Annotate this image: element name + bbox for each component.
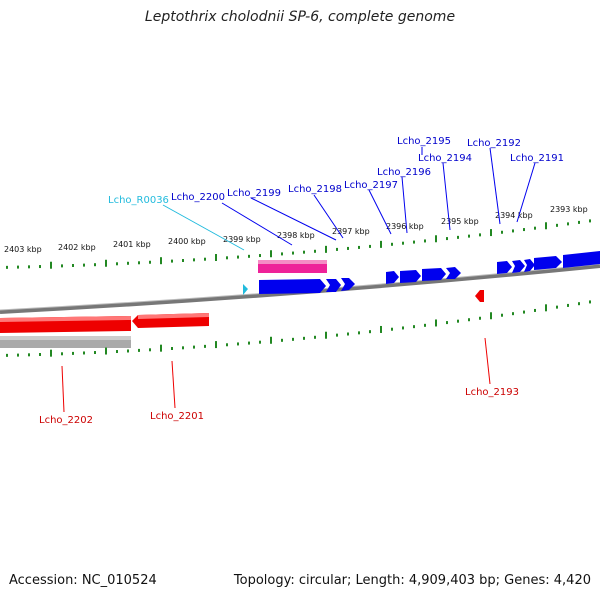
gene-arrow-forward: [422, 268, 446, 281]
leader-lines: [61, 147, 536, 413]
scale-label: 2403 kbp: [4, 245, 42, 254]
gene-label: Lcho_2191: [510, 153, 564, 164]
gene-arrow-forward: [446, 267, 461, 279]
scale-label: 2395 kbp: [441, 217, 479, 226]
gene-label: Lcho_2194: [418, 153, 472, 164]
gene-arrow-forward: [563, 251, 600, 268]
forward-genes: [259, 251, 600, 294]
gene-label: Lcho_2195: [397, 136, 451, 147]
scale-label: 2393 kbp: [550, 205, 588, 214]
scale-label: 2400 kbp: [168, 237, 206, 246]
rna-gene-arrow: [243, 284, 248, 295]
gene-labels: Lcho_R0036 Lcho_2200 Lcho_2199 Lcho_2198…: [39, 136, 564, 426]
scale-label: 2398 kbp: [277, 231, 315, 240]
gene-arrow-forward: [326, 279, 341, 292]
gene-label: Lcho_2196: [377, 167, 431, 178]
gene-arrow-forward: [534, 256, 562, 270]
scale-label: 2401 kbp: [113, 240, 151, 249]
gene-label: Lcho_R0036: [108, 195, 169, 206]
reverse-genes: [0, 290, 484, 333]
scale-label: 2394 kbp: [495, 211, 533, 220]
scale-label: 2402 kbp: [58, 243, 96, 252]
genome-title: Leptothrix cholodnii SP-6, complete geno…: [144, 9, 456, 25]
gene-arrow-forward: [524, 259, 535, 272]
gene-arrow-forward: [341, 278, 355, 291]
gene-arrow-reverse: [475, 290, 484, 302]
accession-text: Accession: NC_010524: [9, 573, 157, 588]
gene-label: Lcho_2198: [288, 184, 342, 195]
gene-label: Lcho_2193: [465, 387, 519, 398]
gene-arrow-forward: [497, 261, 512, 274]
gene-arrow-forward: [259, 279, 326, 294]
gene-label: Lcho_2201: [150, 411, 204, 422]
scale-label: 2397 kbp: [332, 227, 370, 236]
scale-label: 2399 kbp: [223, 235, 261, 244]
gene-label: Lcho_2192: [467, 138, 521, 149]
gene-label: Lcho_2197: [344, 180, 398, 191]
scale-labels: 2403 kbp 2402 kbp 2401 kbp 2400 kbp 2399…: [4, 205, 588, 254]
scale-label: 2396 kbp: [386, 222, 424, 231]
gene-label: Lcho_2199: [227, 188, 281, 199]
gene-arrow-forward: [386, 271, 399, 284]
lower-scale-ticks: [6, 300, 591, 357]
gene-arrow-forward: [512, 260, 525, 273]
genome-summary-text: Topology: circular; Length: 4,909,403 bp…: [233, 573, 591, 588]
upper-scale-ticks: [6, 219, 591, 269]
gene-arrow-forward: [400, 270, 421, 283]
gene-label: Lcho_2202: [39, 415, 93, 426]
gene-label: Lcho_2200: [171, 192, 225, 203]
